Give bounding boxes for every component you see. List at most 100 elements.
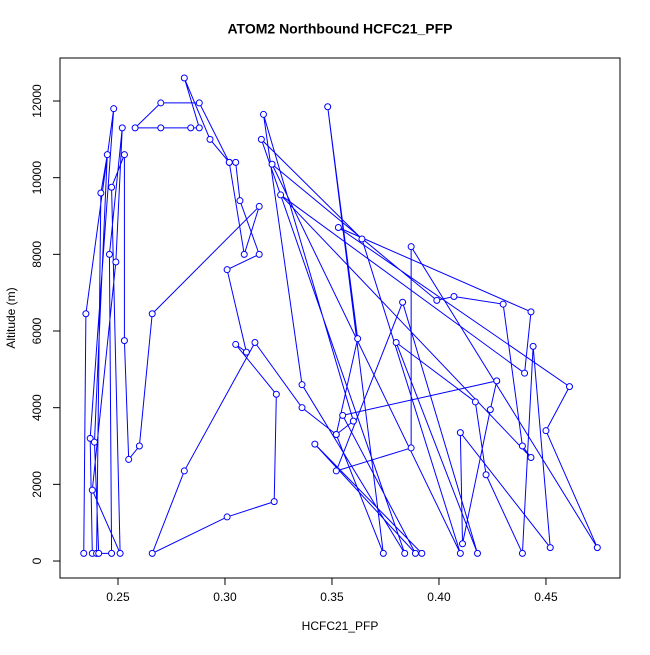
data-point bbox=[332, 431, 340, 439]
data-point bbox=[88, 486, 96, 494]
data-point bbox=[593, 544, 601, 552]
data-point bbox=[103, 151, 111, 159]
data-point bbox=[118, 124, 126, 132]
data-point bbox=[358, 235, 366, 243]
data-point bbox=[298, 404, 306, 412]
data-point bbox=[542, 427, 550, 435]
data-point bbox=[277, 191, 285, 199]
y-tick-label: 0 bbox=[30, 557, 44, 564]
data-point bbox=[240, 250, 248, 258]
data-point bbox=[334, 224, 342, 232]
data-point bbox=[450, 293, 458, 301]
data-point bbox=[180, 74, 188, 82]
data-point bbox=[518, 442, 526, 450]
data-point bbox=[206, 135, 214, 143]
data-point bbox=[339, 411, 347, 419]
data-point bbox=[223, 513, 231, 521]
x-tick-label: 0.30 bbox=[213, 590, 237, 604]
data-point bbox=[459, 540, 467, 548]
data-point bbox=[110, 105, 118, 113]
data-point bbox=[486, 406, 494, 414]
x-tick-label: 0.45 bbox=[534, 590, 558, 604]
data-point bbox=[232, 158, 240, 166]
data-point bbox=[433, 296, 441, 304]
data-point bbox=[270, 498, 278, 506]
data-point bbox=[135, 442, 143, 450]
x-tick-label: 0.40 bbox=[427, 590, 451, 604]
data-point bbox=[251, 339, 259, 347]
data-point bbox=[311, 440, 319, 448]
data-point bbox=[518, 549, 526, 557]
data-point bbox=[392, 339, 400, 347]
data-point bbox=[255, 250, 263, 258]
data-point bbox=[242, 348, 250, 356]
data-point bbox=[349, 417, 357, 425]
data-point bbox=[272, 390, 280, 398]
data-point bbox=[157, 124, 165, 132]
data-point bbox=[268, 160, 276, 168]
data-point bbox=[195, 124, 203, 132]
y-tick-label: 4000 bbox=[30, 394, 44, 421]
y-tick-label: 8000 bbox=[30, 241, 44, 268]
data-point bbox=[255, 202, 263, 210]
data-point bbox=[120, 337, 128, 345]
data-point bbox=[418, 549, 426, 557]
data-point bbox=[260, 110, 268, 118]
data-point bbox=[471, 398, 479, 406]
data-point bbox=[298, 381, 306, 389]
data-point bbox=[379, 549, 387, 557]
data-point bbox=[225, 158, 233, 166]
data-point bbox=[236, 197, 244, 205]
data-point bbox=[354, 335, 362, 343]
data-point bbox=[529, 342, 537, 350]
data-point bbox=[232, 340, 240, 348]
data-point bbox=[493, 377, 501, 385]
data-point bbox=[131, 124, 139, 132]
data-point bbox=[80, 549, 88, 557]
data-point bbox=[120, 151, 128, 159]
data-point bbox=[97, 189, 105, 197]
data-point bbox=[401, 549, 409, 557]
data-point bbox=[411, 549, 419, 557]
data-point bbox=[499, 300, 507, 308]
data-point bbox=[95, 549, 103, 557]
chart-title: ATOM2 Northbound HCFC21_PFP bbox=[227, 21, 452, 37]
data-point bbox=[82, 310, 90, 318]
x-tick-label: 0.35 bbox=[320, 590, 344, 604]
data-point bbox=[187, 124, 195, 132]
data-point bbox=[148, 310, 156, 318]
y-tick-label: 12000 bbox=[30, 84, 44, 118]
data-point bbox=[521, 369, 529, 377]
data-point bbox=[527, 454, 535, 462]
data-point bbox=[112, 258, 120, 266]
data-point bbox=[108, 183, 116, 191]
data-point bbox=[407, 243, 415, 251]
data-point bbox=[105, 250, 113, 258]
data-point bbox=[456, 549, 464, 557]
data-point bbox=[546, 544, 554, 552]
data-point bbox=[257, 135, 265, 143]
y-tick-label: 10000 bbox=[30, 161, 44, 195]
data-point bbox=[456, 429, 464, 437]
x-axis-label: HCFC21_PFP bbox=[302, 619, 379, 633]
data-point bbox=[157, 99, 165, 107]
data-point bbox=[482, 471, 490, 479]
data-point bbox=[195, 99, 203, 107]
x-tick-label: 0.25 bbox=[106, 590, 130, 604]
data-point bbox=[407, 444, 415, 452]
data-point bbox=[473, 549, 481, 557]
y-axis-label: Altitude (m) bbox=[4, 287, 18, 348]
data-point bbox=[125, 455, 133, 463]
data-point bbox=[565, 383, 573, 391]
data-point bbox=[332, 467, 340, 475]
data-point bbox=[116, 549, 124, 557]
data-point bbox=[399, 298, 407, 306]
data-point bbox=[86, 434, 94, 442]
data-point bbox=[324, 103, 332, 111]
y-tick-label: 2000 bbox=[30, 471, 44, 498]
y-tick-label: 6000 bbox=[30, 317, 44, 344]
plot-frame bbox=[59, 57, 621, 579]
data-point bbox=[180, 467, 188, 475]
